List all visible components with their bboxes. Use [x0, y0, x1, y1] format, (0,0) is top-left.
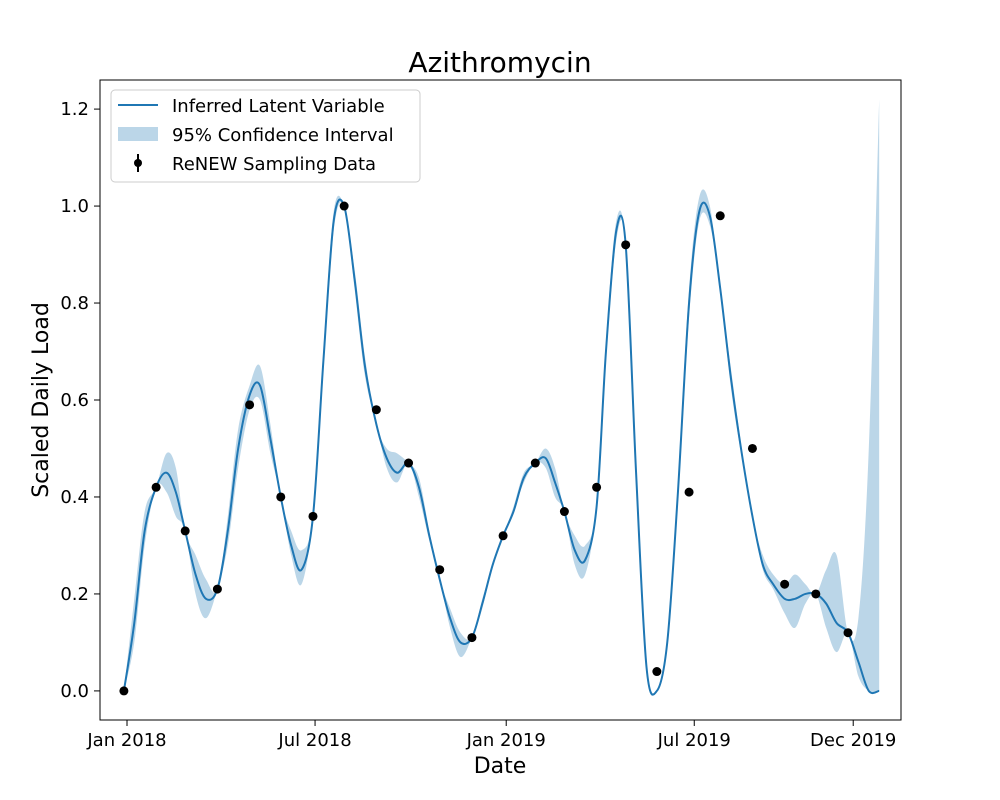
legend-box — [110, 89, 421, 183]
y-tick-label: 0.4 — [60, 487, 89, 508]
latent-variable-line — [122, 198, 880, 696]
y-axis-ticks: 0.0 0.2 0.4 0.6 0.8 1.0 1.2 — [60, 99, 100, 702]
plot-area — [119, 99, 880, 696]
sampling-point — [151, 482, 161, 492]
sampling-point — [715, 211, 725, 221]
sampling-point — [747, 443, 757, 453]
sampling-point — [180, 526, 190, 536]
sampling-point — [371, 405, 381, 415]
sampling-point — [245, 400, 255, 410]
sampling-point — [435, 565, 445, 575]
sampling-point — [404, 458, 414, 468]
y-tick-label: 1.2 — [60, 99, 89, 120]
legend-marker-swatch — [134, 159, 142, 167]
sampling-point — [592, 482, 602, 492]
y-tick-label: 0.8 — [60, 293, 89, 314]
legend-label-confidence: 95% Confidence Interval — [172, 125, 394, 146]
sampling-points-layer — [119, 201, 853, 696]
sampling-point — [621, 240, 631, 250]
sampling-point — [119, 686, 129, 696]
sampling-point — [498, 531, 508, 541]
x-tick-label: Dec 2019 — [810, 730, 896, 751]
x-axis-label: Date — [474, 754, 527, 779]
legend-label-sampling: ReNEW Sampling Data — [172, 154, 376, 175]
sampling-point — [684, 487, 694, 497]
latent-line-layer — [122, 198, 880, 696]
sampling-point — [276, 492, 286, 502]
sampling-point — [339, 201, 349, 211]
sampling-point — [843, 628, 853, 638]
chart-title: Azithromycin — [408, 46, 591, 79]
legend: Inferred Latent Variable 95% Confidence … — [110, 89, 421, 183]
y-axis-label: Scaled Daily Load — [29, 302, 54, 498]
x-tick-label: Jul 2018 — [277, 730, 351, 751]
y-tick-label: 0.2 — [60, 584, 89, 605]
y-tick-label: 0.0 — [60, 681, 89, 702]
sampling-point — [811, 589, 821, 599]
sampling-point — [780, 579, 790, 589]
sampling-point — [559, 507, 569, 517]
y-tick-label: 0.6 — [60, 390, 89, 411]
legend-label-latent: Inferred Latent Variable — [172, 96, 385, 117]
x-tick-label: Jan 2019 — [466, 730, 546, 751]
x-tick-label: Jul 2019 — [657, 730, 731, 751]
sampling-point — [467, 633, 477, 643]
legend-band-swatch — [118, 127, 158, 141]
x-tick-label: Jan 2018 — [86, 730, 166, 751]
sampling-point — [652, 667, 662, 677]
y-tick-label: 1.0 — [60, 196, 89, 217]
sampling-point — [212, 584, 222, 594]
x-axis-ticks: Jan 2018 Jul 2018 Jan 2019 Jul 2019 Dec 2019 — [86, 720, 896, 751]
sampling-point — [530, 458, 540, 468]
sampling-point — [308, 511, 318, 521]
